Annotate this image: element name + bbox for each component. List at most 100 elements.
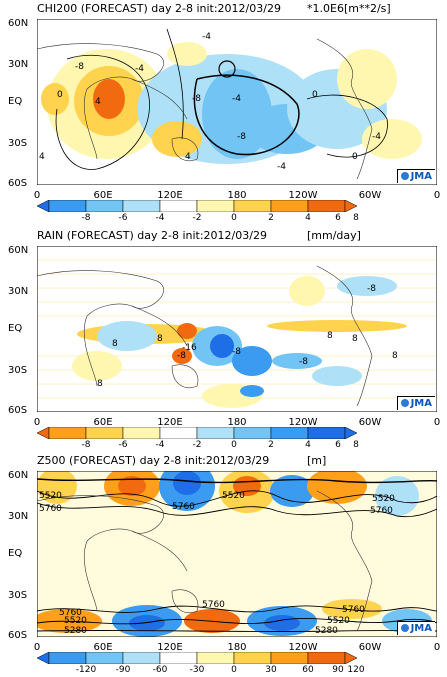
jma-logo-text: JMA	[410, 623, 432, 634]
contour-label: 5760	[39, 504, 62, 514]
contour-label: 5760	[172, 502, 195, 512]
contour-label: 4	[95, 97, 101, 107]
map-chi200: -8 4 -4 0 -8 -4 4 -8 -4 0 -4 0 4 -4 JMA	[36, 18, 438, 186]
contour-label: 0	[352, 152, 358, 162]
contour-label: -8	[177, 351, 186, 361]
lat-label-30s: 30S	[8, 590, 28, 601]
units-label: *1.0E6[m**2/s]	[307, 2, 391, 15]
contour-label: -4	[277, 162, 286, 172]
lon-label: 60E	[93, 190, 113, 201]
lat-label-30s: 30S	[8, 138, 28, 149]
legend-label: 0	[231, 665, 237, 675]
legend-label: 120	[347, 665, 365, 675]
jma-logo: JMA	[396, 621, 435, 635]
color-legend	[37, 200, 357, 212]
lon-label: 180	[227, 190, 247, 201]
legend-label: -8	[81, 213, 91, 223]
legend-label: 6	[335, 440, 341, 450]
contour-label: 5280	[315, 626, 338, 636]
legend-label: 0	[231, 440, 237, 450]
contour-label: 8	[352, 334, 358, 344]
lon-label: 0	[33, 642, 41, 653]
lat-label-30n: 30N	[8, 59, 29, 70]
legend-label: 0	[231, 213, 237, 223]
legend-label: 8	[353, 440, 359, 450]
contour-label: 4	[185, 152, 191, 162]
lon-label: 0	[33, 417, 41, 428]
lon-label: 60W	[358, 642, 382, 653]
lon-label: 60E	[93, 417, 113, 428]
lon-label: 0	[433, 190, 441, 201]
panel-title: CHI200 (FORECAST) day 2-8 init:2012/03/2…	[37, 2, 391, 15]
map-z500: 5520 5760 5520 5760 5520 5760 5760 5760 …	[32, 461, 438, 638]
contour-label: 0	[312, 90, 318, 100]
lat-label-60n: 60N	[8, 470, 29, 481]
jma-globe-icon	[400, 624, 409, 632]
contour-label: 8	[392, 351, 398, 361]
lat-label-eq: EQ	[8, 96, 23, 107]
contour-label: -8	[232, 347, 241, 357]
color-legend	[37, 652, 357, 664]
legend-label: 60	[302, 665, 314, 675]
contour-label: -8	[237, 132, 246, 142]
contour-label: 5520	[372, 494, 395, 504]
rain-panel: RAIN (FORECAST) day 2-8 init:2012/03/29 …	[0, 227, 447, 452]
jma-logo: JMA	[396, 169, 435, 183]
legend-label: 2	[268, 440, 274, 450]
lon-label: 120E	[157, 642, 183, 653]
lon-label: 120W	[288, 190, 318, 201]
contour-label: -8	[75, 62, 84, 72]
panel-title: RAIN (FORECAST) day 2-8 init:2012/03/29 …	[37, 229, 361, 242]
map-rain: 8 8 -8 -16 -8 -8 8 8 8 -8 8 JMA	[36, 245, 438, 413]
legend-label: 6	[335, 213, 341, 223]
lon-label: 0	[433, 417, 441, 428]
contour-label: 5760	[342, 605, 365, 615]
contour-label: 5520	[327, 616, 350, 626]
z500-panel: Z500 (FORECAST) day 2-8 init:2012/03/29 …	[0, 452, 447, 677]
jma-globe-icon	[400, 172, 409, 180]
lat-label-eq: EQ	[8, 323, 23, 334]
lat-label-30n: 30N	[8, 286, 29, 297]
lon-label: 120W	[288, 417, 318, 428]
contour-label: -4	[135, 64, 144, 74]
contour-label: 5520	[39, 491, 62, 501]
contour-label: -8	[367, 284, 376, 294]
contour-label: 5760	[202, 600, 225, 610]
contour-label: 5520	[222, 491, 245, 501]
legend-label: -4	[155, 213, 165, 223]
lon-label: 180	[227, 417, 247, 428]
units-label: [m]	[307, 454, 327, 467]
panel-title-text: Z500 (FORECAST) day 2-8 init:2012/03/29	[37, 454, 270, 467]
contour-label: -4	[202, 32, 211, 42]
lat-label-60s: 60S	[8, 405, 28, 416]
panel-title-text: CHI200 (FORECAST) day 2-8 init:2012/03/2…	[37, 2, 281, 15]
lat-label-30s: 30S	[8, 365, 28, 376]
lon-label: 120E	[157, 417, 183, 428]
lon-label: 120E	[157, 190, 183, 201]
legend-label: 4	[305, 213, 311, 223]
contour-label: 5760	[59, 608, 82, 618]
jma-logo: JMA	[396, 396, 435, 410]
jma-logo-text: JMA	[410, 398, 432, 409]
contour-label: -4	[232, 94, 241, 104]
legend-label: -90	[115, 665, 131, 675]
lat-label-60n: 60N	[8, 18, 29, 29]
lon-label: 180	[227, 642, 247, 653]
legend-label: -2	[192, 440, 202, 450]
lon-label: 60W	[358, 417, 382, 428]
lon-label: 120W	[288, 642, 318, 653]
contour-label: 5760	[370, 506, 393, 516]
legend-label: 2	[268, 213, 274, 223]
lon-label: 60W	[358, 190, 382, 201]
lon-label: 0	[33, 190, 41, 201]
jma-logo-text: JMA	[410, 171, 432, 182]
panel-title: Z500 (FORECAST) day 2-8 init:2012/03/29 …	[37, 454, 326, 467]
legend-label: 90	[332, 665, 344, 675]
contour-label: -16	[182, 343, 197, 353]
contour-label: 8	[97, 379, 103, 389]
legend-label: 8	[353, 213, 359, 223]
jma-globe-icon	[400, 399, 409, 407]
legend-label: -4	[155, 440, 165, 450]
legend-label: -2	[192, 213, 202, 223]
lon-label: 0	[433, 642, 441, 653]
